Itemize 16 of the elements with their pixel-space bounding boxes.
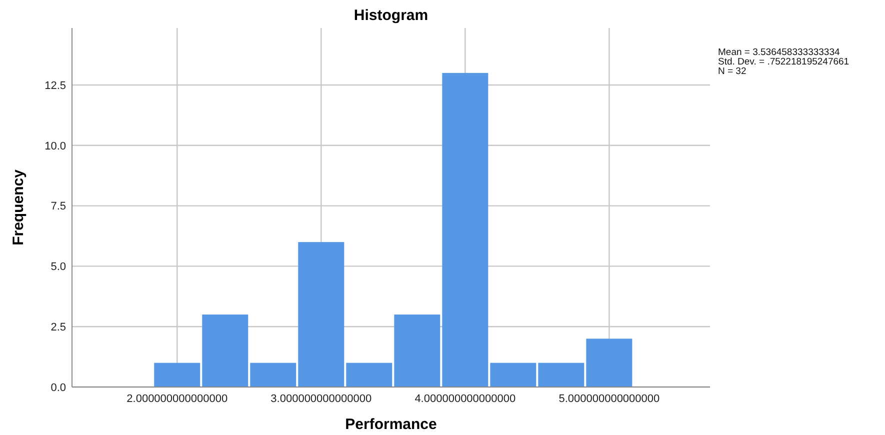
x-tick-label: 2.000000000000000 [126, 393, 228, 405]
y-tick-label: 2.5 [50, 321, 66, 334]
x-tick-label: 3.000000000000000 [270, 393, 372, 405]
y-tick-label: 12.5 [44, 80, 66, 92]
x-tick-label: 4.000000000000000 [414, 393, 516, 405]
y-tick-label: 7.5 [50, 200, 66, 213]
text: N = 32 [718, 66, 746, 77]
text: Std. Dev. = .752218195247661 [718, 56, 850, 68]
y-axis-title: Frequency [10, 168, 27, 246]
chart-title: Histogram [354, 7, 428, 24]
y-tick-label: 5.0 [50, 261, 66, 274]
x-tick-label: 5.000000000000000 [558, 393, 660, 405]
y-tick-label: 0.0 [50, 382, 66, 394]
x-axis-title: Performance [345, 416, 437, 433]
text: Mean = 3.536458333333334 [718, 47, 840, 58]
y-tick-label: 10.0 [44, 140, 66, 152]
